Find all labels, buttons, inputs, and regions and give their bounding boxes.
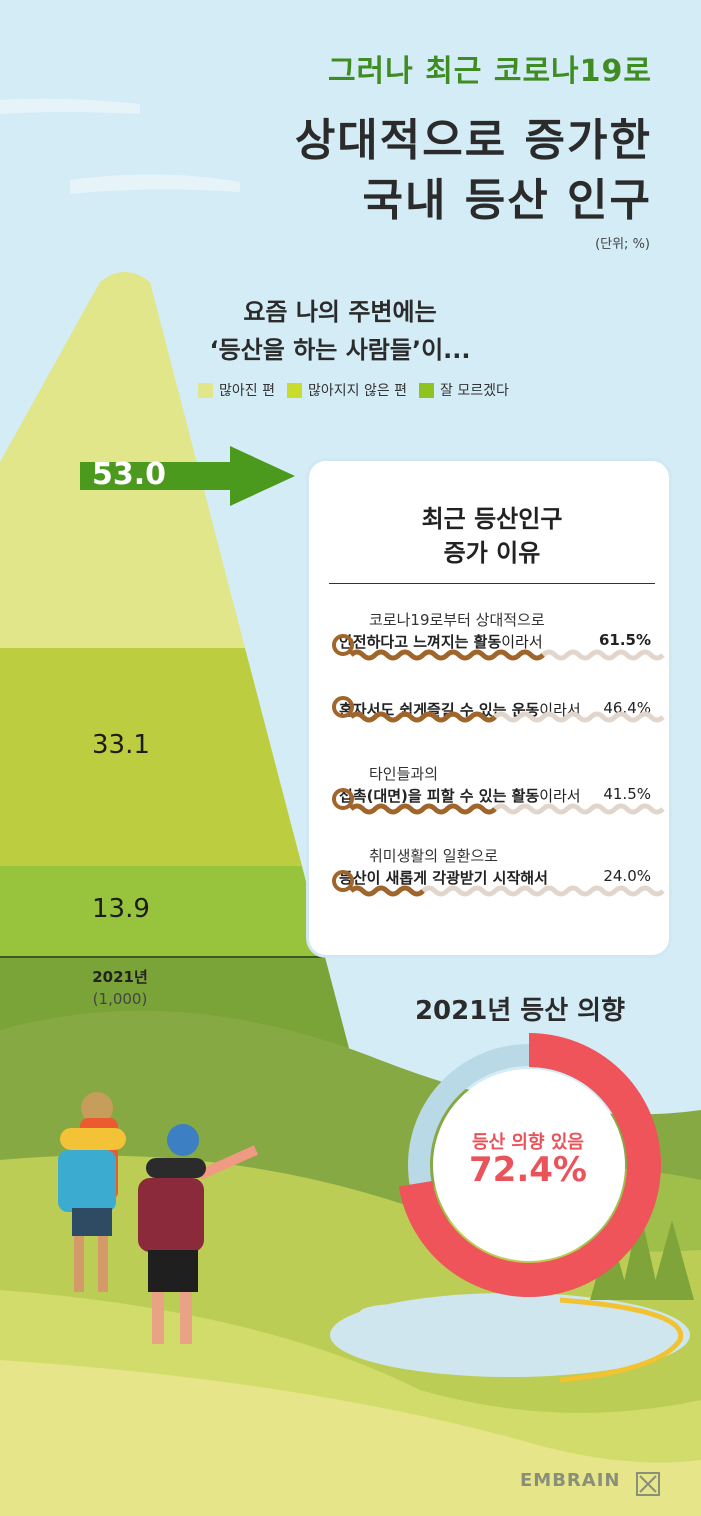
value-not-increased: 33.1 <box>92 730 150 760</box>
reason-1-suffix: 이라서 <box>501 633 543 651</box>
mountain-bottom <box>0 866 325 957</box>
mountain-middle <box>0 648 302 866</box>
legend-swatch <box>419 382 435 398</box>
reason-3-line-2: 접촉(대면)을 피할 수 있는 활동이라서 <box>339 785 581 806</box>
reason-2-value: 46.4% <box>603 699 651 717</box>
arrow-marker <box>80 446 295 506</box>
value-dont-know: 13.9 <box>92 894 150 924</box>
legend-item: 많아진 편 <box>198 380 275 400</box>
question-line-2: ‘등산을 하는 사람들’이... <box>209 336 471 364</box>
rope-bar <box>332 788 665 815</box>
reason-4-line-1: 취미생활의 일환으로 <box>369 847 498 865</box>
title-line-1: 상대적으로 증가한 <box>294 115 652 166</box>
brand-logo: EMBRAIN <box>520 1470 621 1491</box>
rope-bar <box>332 696 665 723</box>
rope-coil-icon <box>332 870 354 892</box>
rope-bars <box>332 634 665 897</box>
title-line-2: 국내 등산 인구 <box>362 175 652 226</box>
legend-swatch <box>198 382 213 398</box>
donut-center <box>433 1069 625 1261</box>
ground <box>0 1360 701 1516</box>
legend-swatch <box>286 382 302 398</box>
rope-coil-icon <box>332 634 354 656</box>
intention-title: 2021년 등산 의향 <box>414 996 626 1026</box>
cloud <box>70 174 240 194</box>
cloud <box>0 98 140 114</box>
reason-2-bold: 혼자서도 쉽게즐길 수 있는 운동 <box>339 701 540 719</box>
path-trail <box>559 1297 684 1383</box>
rope-fill <box>349 711 497 723</box>
mountain-top <box>0 272 245 648</box>
legend: 많아진 편 많아지지 않은 편 잘 모르겠다 <box>198 380 509 400</box>
intention-value: 72.4% <box>469 1150 587 1190</box>
rope-fill <box>349 885 425 897</box>
legend-item: 많아지지 않은 편 <box>286 380 408 400</box>
card-title-line-1: 최근 등산인구 <box>421 505 563 533</box>
divider <box>329 583 655 584</box>
intention-donut <box>398 1033 661 1297</box>
reason-3-value: 41.5% <box>603 785 651 803</box>
rope-bar <box>332 870 665 897</box>
reason-1-line-1: 코로나19로부터 상대적으로 <box>369 611 545 629</box>
rope-bar <box>332 634 665 661</box>
legend-label: 많아진 편 <box>219 383 275 399</box>
unit-label: (단위; %) <box>595 237 650 252</box>
reason-4-bold: 등산이 새롭게 각광받기 시작해서 <box>339 869 548 887</box>
card-title-line-2: 증가 이유 <box>443 539 541 567</box>
legend-item: 잘 모르겠다 <box>419 380 509 400</box>
question-line-1: 요즘 나의 주변에는 <box>243 298 437 326</box>
legend-label: 잘 모르겠다 <box>440 383 509 399</box>
legend-label: 많아지지 않은 편 <box>307 383 408 399</box>
intention-label: 등산 의향 있음 <box>472 1132 584 1153</box>
hiker-right <box>138 1124 259 1344</box>
reason-3-line-1: 타인들과의 <box>369 765 439 783</box>
reason-1-value: 61.5% <box>598 631 651 649</box>
hiker-left <box>58 1092 126 1292</box>
reasons-card: 최근 등산인구 증가 이유 코로나19로부터 상대적으로 안전하다고 느껴지는 … <box>306 458 672 958</box>
value-increased: 53.0 <box>92 457 167 492</box>
rope-fill <box>349 649 545 661</box>
trees <box>590 1210 694 1300</box>
reason-3-bold: 접촉(대면)을 피할 수 있는 활동 <box>339 787 540 805</box>
reason-1-bold: 안전하다고 느껴지는 활동 <box>339 633 502 651</box>
reason-3-suffix: 이라서 <box>539 787 581 805</box>
brand-mark-icon <box>636 1472 660 1496</box>
subtitle: 그러나 최근 코로나19로 <box>327 54 652 89</box>
rope-fill <box>349 803 497 815</box>
rope-coil-icon <box>332 788 354 810</box>
pond <box>360 1304 440 1320</box>
reason-4-line-2: 등산이 새롭게 각광받기 시작해서 <box>339 867 548 888</box>
rope-coil-icon <box>332 696 354 718</box>
year-label: 2021년 <box>92 968 148 986</box>
reason-1-line-2: 안전하다고 느껴지는 활동이라서 <box>339 631 543 652</box>
sample-size: (1,000) <box>92 990 148 1008</box>
reason-4-value: 24.0% <box>603 867 651 885</box>
